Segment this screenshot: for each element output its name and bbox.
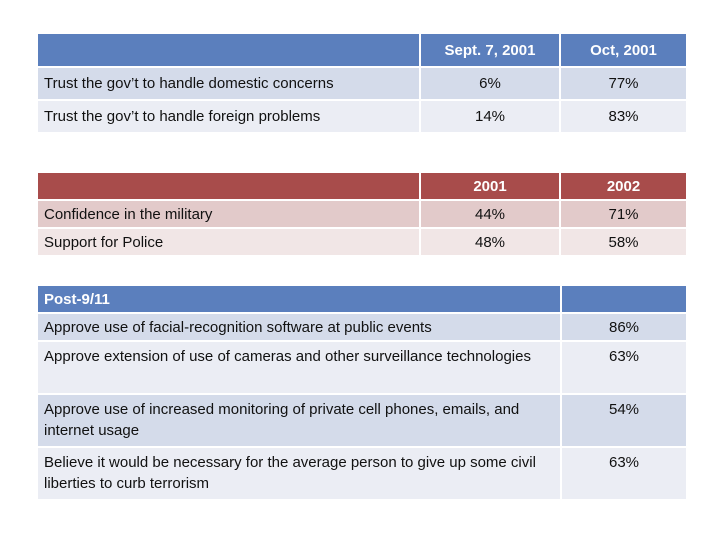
header-cell-2001: 2001 [419,171,561,201]
table-header-row: Post-9/11 [36,284,688,314]
row-label: Confidence in the military [36,199,421,229]
table-row: Believe it would be necessary for the av… [36,446,688,501]
table-row: Trust the gov’t to handle foreign proble… [36,99,688,134]
row-value: 58% [559,227,688,257]
row-value: 86% [560,312,688,342]
row-label: Support for Police [36,227,421,257]
table-header-row: 2001 2002 [36,171,688,201]
row-value: 63% [560,340,688,395]
table-row: Confidence in the military 44% 71% [36,199,688,229]
military-police-table: 2001 2002 Confidence in the military 44%… [36,171,688,257]
header-cell-empty [36,32,421,68]
trust-government-table: Sept. 7, 2001 Oct, 2001 Trust the gov’t … [36,32,688,134]
row-value: 83% [559,99,688,134]
row-label: Believe it would be necessary for the av… [36,446,562,501]
header-cell-empty [560,284,688,314]
table-row: Approve use of increased monitoring of p… [36,393,688,448]
row-label: Trust the gov’t to handle domestic conce… [36,66,421,101]
table-row: Support for Police 48% 58% [36,227,688,257]
row-value: 6% [419,66,561,101]
header-cell-2002: 2002 [559,171,688,201]
row-value: 77% [559,66,688,101]
row-value: 54% [560,393,688,448]
row-label: Trust the gov’t to handle foreign proble… [36,99,421,134]
post-911-table: Post-9/11 Approve use of facial-recognit… [36,284,688,501]
row-value: 71% [559,199,688,229]
row-value: 14% [419,99,561,134]
table-header-row: Sept. 7, 2001 Oct, 2001 [36,32,688,68]
table-row: Approve use of facial-recognition softwa… [36,312,688,342]
header-cell-post-911: Post-9/11 [36,284,562,314]
header-cell-oct-2001: Oct, 2001 [559,32,688,68]
row-label: Approve use of facial-recognition softwa… [36,312,562,342]
header-cell-empty [36,171,421,201]
row-value: 63% [560,446,688,501]
row-label: Approve extension of use of cameras and … [36,340,562,395]
row-value: 44% [419,199,561,229]
row-value: 48% [419,227,561,257]
table-row: Trust the gov’t to handle domestic conce… [36,66,688,101]
header-cell-sept-2001: Sept. 7, 2001 [419,32,561,68]
table-row: Approve extension of use of cameras and … [36,340,688,395]
row-label: Approve use of increased monitoring of p… [36,393,562,448]
